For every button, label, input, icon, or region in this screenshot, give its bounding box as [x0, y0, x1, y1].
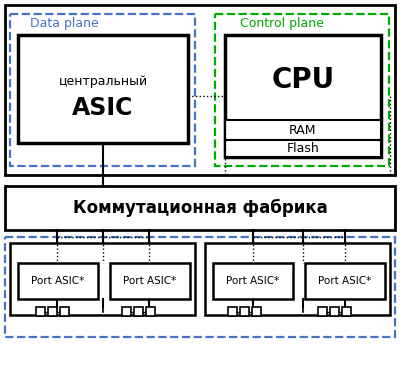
Bar — [5, 237, 395, 337]
Text: CPU: CPU — [272, 66, 334, 94]
Bar — [228, 307, 237, 316]
Bar — [48, 307, 57, 316]
Bar — [146, 307, 155, 316]
Bar — [10, 243, 195, 315]
Bar — [18, 35, 188, 143]
Bar — [342, 307, 351, 316]
Text: Control plane: Control plane — [240, 18, 324, 30]
Bar — [252, 307, 261, 316]
Text: Port ASIC*: Port ASIC* — [31, 276, 85, 286]
Text: Data plane: Data plane — [30, 18, 99, 30]
Bar — [225, 35, 381, 157]
Text: ASIC: ASIC — [72, 96, 134, 120]
Bar — [36, 307, 45, 316]
Bar — [122, 307, 131, 316]
Text: Port ASIC*: Port ASIC* — [123, 276, 177, 286]
Text: RAM: RAM — [289, 123, 317, 137]
Bar — [5, 5, 395, 175]
Text: Port ASIC*: Port ASIC* — [226, 276, 280, 286]
Bar — [225, 140, 381, 157]
Bar — [10, 14, 195, 166]
Bar — [330, 307, 339, 316]
Bar — [225, 120, 381, 140]
Bar — [318, 307, 327, 316]
Bar — [134, 307, 143, 316]
Bar — [110, 263, 190, 299]
Bar — [205, 243, 390, 315]
Bar — [213, 263, 293, 299]
Text: Port ASIC*: Port ASIC* — [318, 276, 372, 286]
Text: центральный: центральный — [58, 75, 148, 89]
Bar — [215, 14, 389, 166]
Bar — [305, 263, 385, 299]
Text: Flash: Flash — [287, 142, 319, 156]
Bar — [60, 307, 69, 316]
Bar — [5, 186, 395, 230]
Bar — [18, 263, 98, 299]
Text: Коммутационная фабрика: Коммутационная фабрика — [73, 199, 327, 217]
Bar — [240, 307, 249, 316]
